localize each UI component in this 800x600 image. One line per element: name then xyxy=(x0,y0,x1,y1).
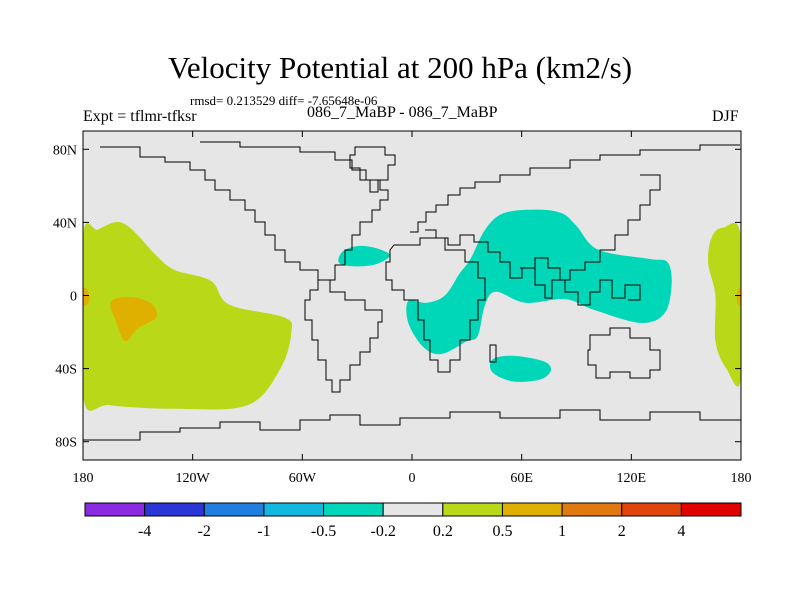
x-tick-label: 0 xyxy=(409,471,416,486)
x-tick-label: 120W xyxy=(176,471,211,486)
colorbar-swatch xyxy=(84,502,146,517)
coastline-australia xyxy=(587,327,661,379)
coastline-antarctica xyxy=(83,409,741,441)
contour-region-8 xyxy=(489,355,552,382)
y-tick-label: 40N xyxy=(53,216,77,231)
contour-region-2 xyxy=(707,223,741,387)
colorbar-label: 4 xyxy=(677,523,685,540)
coastline-africa xyxy=(385,237,486,373)
x-tick-label: 180 xyxy=(73,471,94,486)
season-label: DJF xyxy=(712,108,739,125)
contour-region-5 xyxy=(736,287,741,306)
y-tick-label: 40S xyxy=(55,363,77,378)
colorbar-label: -2 xyxy=(198,523,211,540)
x-tick-label: 180 xyxy=(731,471,752,486)
colorbar-swatch xyxy=(263,502,325,517)
colorbar-swatch xyxy=(501,502,563,517)
x-tick-label: 60W xyxy=(289,471,317,486)
colorbar-label: -4 xyxy=(138,523,151,540)
contour-region-4 xyxy=(83,287,90,306)
colorbar-label: -0.5 xyxy=(311,523,336,540)
contour-region-7 xyxy=(338,245,391,267)
case-label: 086_7_MaBP - 086_7_MaBP xyxy=(307,104,498,121)
colorbar-label: 2 xyxy=(618,523,626,540)
colorbar-label: 0.2 xyxy=(433,523,453,540)
x-tick-label: 60E xyxy=(510,471,533,486)
experiment-label: Expt = tflmr-tfksr xyxy=(83,108,197,125)
y-tick-label: 0 xyxy=(70,290,77,305)
chart-title: Velocity Potential at 200 hPa (km2/s) xyxy=(167,50,633,85)
contour-region-1 xyxy=(83,222,293,411)
colorbar-label: 1 xyxy=(558,523,566,540)
y-tick-label: 80S xyxy=(55,436,77,451)
colorbar-swatch xyxy=(561,502,623,517)
contour-region-3 xyxy=(110,296,158,342)
colorbar-swatch xyxy=(442,502,503,517)
colorbar-label: 0.5 xyxy=(492,523,512,540)
coastline-greenland xyxy=(349,146,396,193)
coastline-south-america xyxy=(304,279,383,393)
colorbar-swatch xyxy=(621,502,682,517)
x-tick-label: 120E xyxy=(617,471,647,486)
colorbar-swatch xyxy=(323,502,384,517)
colorbar-swatch xyxy=(203,502,265,517)
y-tick-label: 80N xyxy=(53,143,77,158)
stats-line: rmsd= 0.213529 diff= -7.65648e-06 xyxy=(190,93,378,108)
colorbar-swatch xyxy=(382,502,444,517)
coastline-india-seasia xyxy=(520,267,641,306)
colorbar-swatch xyxy=(144,502,205,517)
coastline-madagascar xyxy=(489,344,497,363)
colorbar-swatch xyxy=(680,502,742,517)
colorbar-label: -1 xyxy=(257,523,270,540)
colorbar-label: -0.2 xyxy=(371,523,396,540)
contour-region-6 xyxy=(406,209,672,355)
coastline-europe-asia xyxy=(410,144,740,281)
